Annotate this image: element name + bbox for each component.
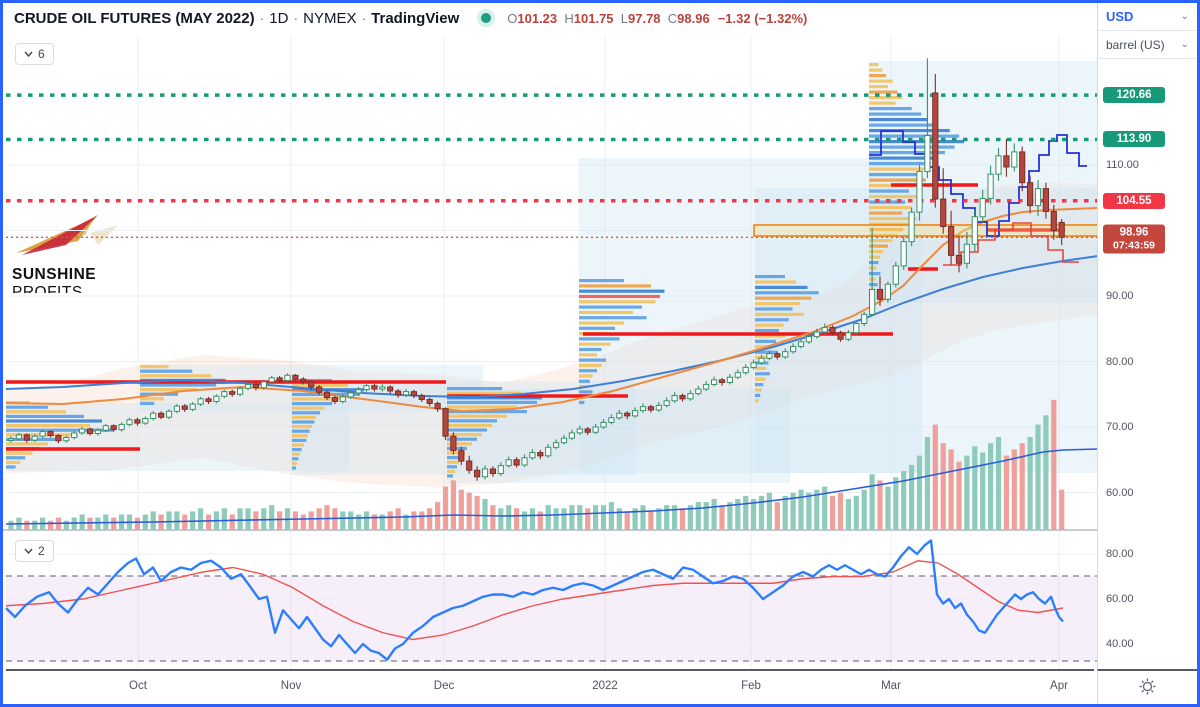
time-axis-label: Nov bbox=[280, 680, 302, 692]
last-price-badge: 98.96 07:43:59 bbox=[1103, 224, 1165, 254]
indicator-tick-label: 80.00 bbox=[1106, 548, 1134, 560]
indicator-tick-label: 60.00 bbox=[1106, 593, 1134, 605]
logo-arrows-graphic bbox=[16, 215, 118, 255]
price-tick-label: 80.00 bbox=[1106, 355, 1134, 368]
exchange-label: NYMEX bbox=[303, 9, 357, 27]
alert-level-badge: 120.66 bbox=[1103, 87, 1165, 104]
main-pane-legend-toggle[interactable]: 6 bbox=[15, 43, 54, 65]
price-scale-axis[interactable]: USD ⌄ barrel (US) ⌄ 110.00 90.00 80.00 70.0… bbox=[1097, 3, 1197, 704]
interval-label: 1D bbox=[269, 9, 289, 27]
price-chart-canvas[interactable] bbox=[3, 3, 1200, 707]
chevron-down-icon: ⌄ bbox=[1180, 39, 1189, 50]
change-readout: −1.32 (−1.32%) bbox=[717, 10, 808, 26]
logo-wordmark: SUNSHINE PROFITS bbox=[12, 266, 97, 293]
currency-value: USD bbox=[1106, 9, 1134, 24]
time-axis-label: Feb bbox=[741, 680, 761, 692]
sunshine-profits-logo: SUNSHINE PROFITS Tools for Effective Gol… bbox=[6, 211, 154, 293]
time-scale-axis[interactable]: Oct Nov Dec 2022 Feb Mar Apr bbox=[6, 669, 1094, 701]
indicator-pane-indicator-count: 2 bbox=[38, 544, 45, 558]
price-tick-label: 70.00 bbox=[1106, 421, 1134, 433]
market-status-icon bbox=[481, 13, 492, 23]
chevron-down-icon bbox=[24, 548, 33, 554]
alert-level-badge: 104.55 bbox=[1103, 192, 1165, 209]
gear-icon bbox=[1139, 678, 1156, 694]
time-axis-label: 2022 bbox=[592, 680, 618, 692]
time-axis-label: Oct bbox=[129, 680, 147, 692]
ohlc-readout: O101.23 H101.75 L97.78 C98.96 bbox=[507, 10, 710, 26]
chart-header: CRUDE OIL FUTURES (MAY 2022) · 1D · NYME… bbox=[6, 3, 1094, 33]
time-axis-label: Mar bbox=[881, 680, 901, 692]
price-tick-label: 110.00 bbox=[1106, 159, 1139, 171]
main-pane-indicator-count: 6 bbox=[38, 47, 45, 61]
chart-settings-button[interactable] bbox=[1097, 669, 1197, 701]
price-tick-label: 90.00 bbox=[1106, 290, 1134, 302]
indicator-pane-legend-toggle[interactable]: 2 bbox=[15, 540, 54, 562]
chevron-down-icon bbox=[24, 51, 33, 57]
unit-selector[interactable]: barrel (US) ⌄ bbox=[1098, 31, 1197, 59]
symbol-title: CRUDE OIL FUTURES (MAY 2022) bbox=[14, 9, 255, 27]
indicator-tick-label: 40.00 bbox=[1106, 638, 1134, 650]
time-axis-label: Apr bbox=[1050, 680, 1068, 692]
unit-value: barrel (US) bbox=[1106, 37, 1165, 52]
tradingview-brand-link[interactable]: TradingView bbox=[371, 9, 460, 27]
time-axis-label: Dec bbox=[433, 680, 455, 692]
currency-selector[interactable]: USD ⌄ bbox=[1098, 3, 1197, 31]
price-tick-label: 60.00 bbox=[1106, 486, 1134, 499]
chevron-down-icon: ⌄ bbox=[1180, 11, 1189, 22]
alert-level-badge: 113.90 bbox=[1103, 131, 1165, 148]
